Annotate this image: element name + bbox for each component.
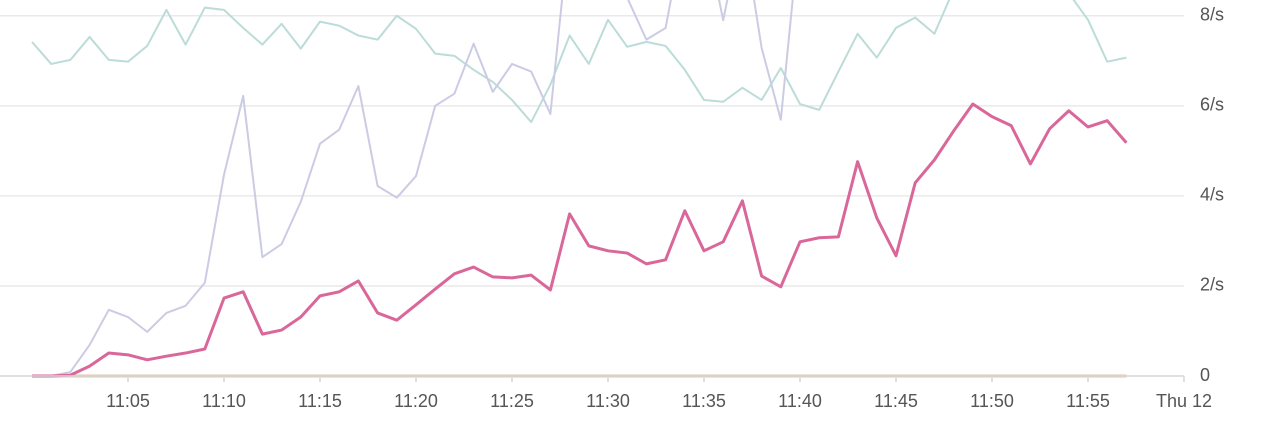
y-tick-label: 6/s	[1200, 95, 1224, 115]
y-tick-label: 2/s	[1200, 275, 1224, 295]
line-series	[31, 0, 1127, 124]
grid	[0, 15, 1184, 287]
x-tick-label: 11:15	[298, 391, 342, 411]
x-tick-label: 11:20	[394, 391, 438, 411]
x-tick-label: 11:05	[106, 391, 150, 411]
line-series	[32, 0, 794, 377]
axes: 0 2/s 4/s 6/s 8/s 11:05 11:10 11:15 11:20 11:25 11…	[0, 5, 1224, 411]
x-tick-label: 11:40	[778, 391, 822, 411]
x-tick-label: 11:55	[1066, 391, 1110, 411]
line-series	[32, 102, 1128, 378]
y-tick-label: 8/s	[1200, 5, 1224, 25]
y-tick-label: 4/s	[1200, 185, 1224, 205]
x-tick-label: 11:50	[970, 391, 1014, 411]
x-tick-label: 11:30	[586, 391, 630, 411]
y-tick-label: 0	[1200, 365, 1210, 385]
x-tick-label: Thu 12	[1156, 391, 1212, 411]
x-tick-label: 11:35	[682, 391, 726, 411]
x-tick-label: 11:10	[202, 391, 246, 411]
x-tick-label: 11:25	[490, 391, 534, 411]
x-tick-label: 11:45	[874, 391, 918, 411]
plot-area	[31, 0, 1128, 378]
